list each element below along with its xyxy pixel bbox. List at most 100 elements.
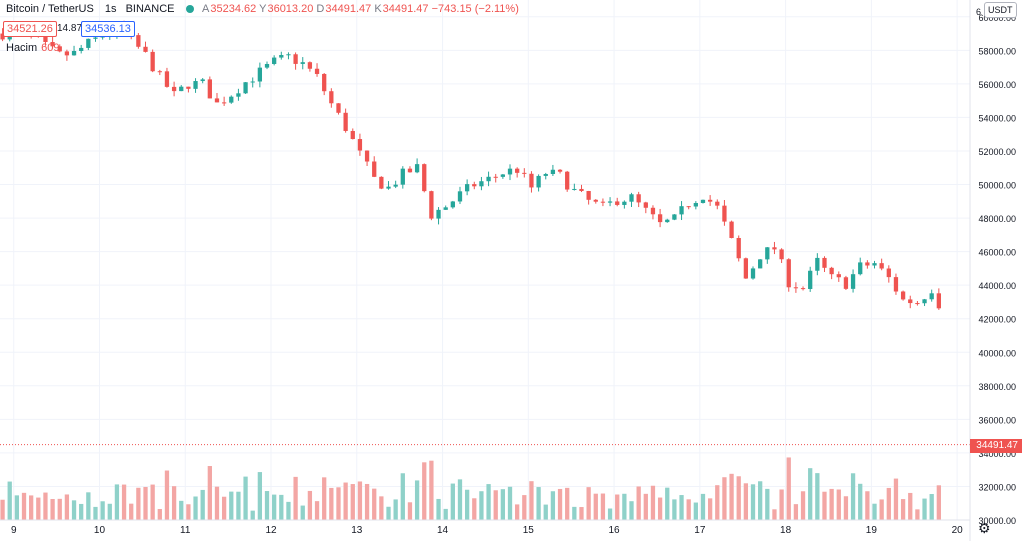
volume-bar xyxy=(586,487,591,520)
candle-body xyxy=(593,199,598,202)
gear-icon[interactable]: ⚙ xyxy=(978,520,991,536)
candle-body xyxy=(836,274,841,278)
volume-bar xyxy=(114,484,120,520)
candle-body xyxy=(829,267,834,275)
volume-bar xyxy=(550,491,556,520)
ohlc-open: 35234.62 xyxy=(210,3,257,15)
candle-body xyxy=(236,93,241,97)
volume-bar xyxy=(900,499,906,520)
currency-button[interactable]: USDT xyxy=(984,2,1017,18)
volume-bar xyxy=(136,487,141,520)
time-axis: 9 10 11 12 13 14 15 16 17 18 19 20 xyxy=(11,525,963,536)
chart-header: Bitcoin / TetherUS 1s BINANCE A35234.62 … xyxy=(6,3,519,15)
volume-bar xyxy=(493,490,498,520)
volume-bar xyxy=(36,497,41,520)
candle-body xyxy=(672,214,677,220)
volume-bar xyxy=(729,473,734,520)
volume-bar xyxy=(50,498,55,520)
candle-body xyxy=(900,291,906,300)
time-tick-label: 19 xyxy=(866,525,878,536)
volume-bar xyxy=(679,495,684,520)
price-tick-label: 36000.00 xyxy=(978,415,1016,425)
candle-body xyxy=(522,172,527,174)
volume-bar xyxy=(329,487,334,520)
candle-body xyxy=(865,262,870,266)
volume-bar xyxy=(529,481,534,520)
price-tick-label: 40000.00 xyxy=(978,348,1016,358)
volume-bar xyxy=(71,500,77,520)
candle-body xyxy=(50,41,55,47)
volume-bar xyxy=(207,466,212,520)
volume-bar xyxy=(615,494,620,520)
volume-bar xyxy=(722,477,727,520)
volume-bar xyxy=(893,478,899,520)
volume-bar xyxy=(929,494,934,520)
candle-body xyxy=(543,174,548,176)
volume-bar xyxy=(800,491,806,520)
volume-bar xyxy=(157,509,162,520)
volume-bar xyxy=(143,486,148,520)
last-price-tag: 34491.47 xyxy=(970,439,1022,453)
candle-body xyxy=(736,237,741,259)
volume-bar xyxy=(622,493,627,520)
volume-bar xyxy=(557,488,563,520)
volume-bar xyxy=(479,491,484,520)
volume-bar xyxy=(472,498,477,520)
volume-bar xyxy=(372,488,377,520)
candle-body xyxy=(915,303,920,305)
candle-body xyxy=(64,51,70,56)
candle-body xyxy=(436,209,441,219)
volume-bar xyxy=(336,487,341,520)
interval-label[interactable]: 1s xyxy=(104,3,117,15)
symbol-name[interactable]: Bitcoin / TetherUS xyxy=(6,3,94,15)
volume-bar xyxy=(593,493,598,520)
candle-body xyxy=(350,130,355,140)
candle-body xyxy=(643,202,648,208)
volume-bar xyxy=(350,484,355,520)
candle-body xyxy=(722,205,727,222)
volume-bar xyxy=(750,484,756,520)
candle-body xyxy=(322,73,327,92)
candle-body xyxy=(922,299,927,304)
candle-body xyxy=(715,201,720,206)
volume-bar xyxy=(457,479,463,520)
volume-bar xyxy=(264,491,270,520)
volume-bar xyxy=(200,489,205,520)
volume-bar xyxy=(772,509,777,520)
candle-body xyxy=(179,86,184,92)
candle-body xyxy=(936,293,941,309)
ohlc-high: 36013.20 xyxy=(267,3,314,15)
volume-bar xyxy=(314,501,320,520)
price-tick-label: 6 xyxy=(976,7,981,17)
candle-body xyxy=(364,150,370,162)
volume-indicator-legend[interactable]: Hacim 609 xyxy=(6,42,60,54)
time-tick-label: 17 xyxy=(694,525,706,536)
volume-bar xyxy=(357,481,363,520)
volume-bar xyxy=(386,506,391,520)
price-tick-label: 34000.00 xyxy=(978,449,1016,459)
candle-body xyxy=(336,103,341,113)
price-tick-label: 44000.00 xyxy=(978,281,1016,291)
volume-bar xyxy=(743,483,749,520)
buy-price-button[interactable]: 34536.13 xyxy=(81,21,135,37)
candle-body xyxy=(314,68,320,74)
volume-bar xyxy=(86,492,91,520)
candle-body xyxy=(872,263,877,266)
candle-body xyxy=(414,164,420,173)
volume-bar xyxy=(686,499,691,520)
price-tick-label: 42000.00 xyxy=(978,315,1016,325)
candle-body xyxy=(386,186,391,189)
volume-bar xyxy=(908,492,913,520)
price-tick-label: 30000.00 xyxy=(978,516,1016,526)
time-tick-label: 18 xyxy=(780,525,792,536)
candle-body xyxy=(264,63,270,68)
candle-body xyxy=(186,86,191,89)
candle-body xyxy=(429,191,434,219)
time-tick-label: 15 xyxy=(523,525,535,536)
candle-body xyxy=(486,176,491,182)
sell-price-button[interactable]: 34521.26 xyxy=(3,21,57,37)
volume-bar xyxy=(407,502,413,520)
volume-bar xyxy=(600,493,606,520)
candle-body xyxy=(822,257,827,268)
